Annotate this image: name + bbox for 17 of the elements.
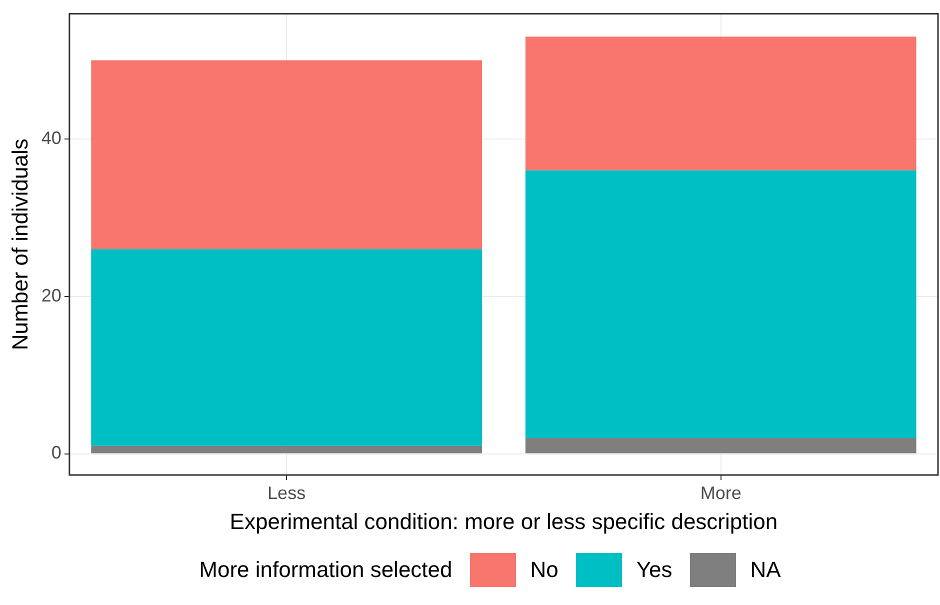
y-tick-label: 0	[51, 442, 62, 463]
x-axis-title: Experimental condition: more or less specific description	[230, 508, 778, 534]
legend-label: Yes	[636, 557, 672, 583]
bar	[91, 249, 482, 446]
legend-label: No	[530, 557, 558, 583]
bar	[91, 446, 482, 454]
legend-title: More information selected	[199, 557, 452, 583]
bar	[91, 60, 482, 250]
legend-label: NA	[750, 557, 781, 583]
y-tick-label: 20	[41, 285, 62, 306]
y-tick-label: 40	[41, 128, 62, 148]
bar	[525, 438, 916, 454]
bar	[525, 170, 916, 438]
x-tick-label: Less	[268, 482, 306, 503]
y-axis-title: Number of individuals	[7, 138, 32, 350]
x-tick-label: More	[700, 482, 742, 503]
bar	[525, 36, 916, 170]
